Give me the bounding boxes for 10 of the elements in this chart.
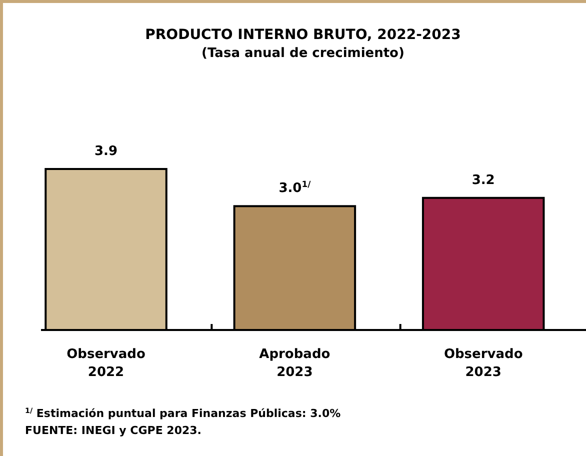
text: $^{1/}$ Estimación puntual para Finanzas Públicas: 3.0% bbox=[25, 406, 341, 420]
x-tick-label: Observado 2023 bbox=[444, 347, 523, 380]
source-note: FUENTE: INEGI y CGPE 2023. bbox=[25, 424, 202, 437]
data-label: 3.2 bbox=[472, 172, 495, 188]
chart-subtitle: (Tasa anual de crecimiento) bbox=[202, 46, 404, 61]
x-tick-label: Aprobado 2023 bbox=[259, 347, 330, 380]
x-tick-label: Observado 2022 bbox=[66, 347, 146, 380]
data-label: 3.9 bbox=[94, 144, 118, 159]
chart-title: PRODUCTO INTERNO BRUTO, 2022-2023 bbox=[145, 27, 461, 43]
data-label: 3.0$^{1/}$ bbox=[278, 179, 312, 196]
